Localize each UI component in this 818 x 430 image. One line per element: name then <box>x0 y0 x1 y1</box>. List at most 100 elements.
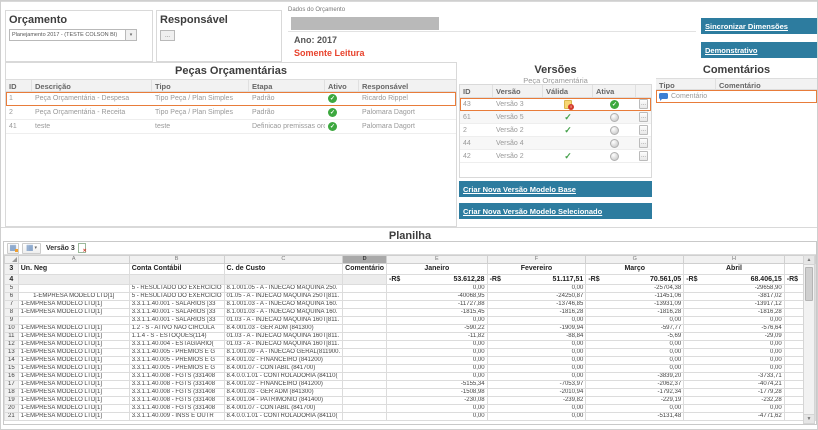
cell-comentario[interactable] <box>342 404 388 413</box>
cell-value[interactable]: 0,00 <box>386 348 488 357</box>
row-menu-button[interactable]: ... <box>639 99 648 109</box>
sheet-totals-row[interactable]: 4 -R$ 53.612,28 -R$ 51.117,51 -R$ 70.561,05 -R$… <box>4 274 817 285</box>
cell-value[interactable]: -11451,06 <box>585 292 685 301</box>
cell-conta-contabil[interactable]: 3.3.1.1.40.008 - FGTS (331408 <box>128 388 225 397</box>
sheet-data-row[interactable]: 10 1-EMPRESA MODELO LTD[1] 1.2 - S - ATIVO… <box>4 324 817 333</box>
select-all-corner[interactable] <box>4 255 19 264</box>
cell-value[interactable]: -13931,09 <box>585 300 685 309</box>
cell-comentario[interactable] <box>342 348 388 357</box>
orcamento-select[interactable]: Planejamento 2017 - (TESTE COLSON BI) ▾ <box>9 29 137 41</box>
cell-un-neg[interactable]: 1-EMPRESA MODELO LTD[1] <box>17 372 130 381</box>
row-number[interactable]: 21 <box>4 412 19 421</box>
cell-conta-contabil[interactable]: 3.3.1.1.40.008 - FGTS (331408 <box>128 380 225 389</box>
table-row[interactable]: 2 Peça Orçamentária - Receita Tipo Peça / … <box>6 106 456 120</box>
cell-c-de-custo[interactable]: 8.1.001.03 - A - INJECAO MAQUINA 160. <box>223 308 344 317</box>
cell-un-neg[interactable] <box>17 316 130 325</box>
cell-comentario[interactable] <box>342 292 388 301</box>
column-letter-h[interactable]: H <box>683 255 785 264</box>
cell-value[interactable]: -1508,98 <box>386 388 488 397</box>
demonstrativo-button[interactable]: Demonstrativo <box>701 42 817 58</box>
cell-value[interactable]: 0,00 <box>585 348 685 357</box>
row-menu-button[interactable]: ... <box>639 125 648 135</box>
spreadsheet[interactable]: A B C D E F G H 3 Un. Neg Conta Contábil C. de Cust… <box>4 255 817 421</box>
cell-value[interactable]: 0,00 <box>386 284 488 293</box>
cell-comentario[interactable] <box>342 380 388 389</box>
cell-value[interactable]: 0,00 <box>683 364 785 373</box>
inactive-radio-icon[interactable] <box>610 151 619 161</box>
cell-conta-contabil[interactable]: 3.3.1.1.40.004 - ESTAGIARIO( <box>128 340 225 349</box>
cell-month[interactable]: Março <box>585 263 685 275</box>
cell-value[interactable]: -13746,85 <box>486 300 587 309</box>
cell-conta-contabil[interactable]: 3.3.1.1.40.008 - FGTS (331408 <box>128 372 225 381</box>
cell-c-de-custo[interactable]: 8.1.001.03 - A - INJECAO MAQUINA 160. <box>223 300 344 309</box>
cell-conta-contabil[interactable]: 5 - RESULTADO DO EXERCICIO <box>128 284 225 293</box>
cell-un-neg[interactable]: 1-EMPRESA MODELO LTD[1] <box>17 324 130 333</box>
sheet-data-row[interactable]: 11 1-EMPRESA MODELO LTD[1] 1.1.4 - S - EST… <box>4 332 817 341</box>
cell-conta-contabil[interactable]: Conta Contábil <box>128 263 225 275</box>
cell-conta-contabil[interactable]: 3.3.1.1.40.001 - SALARIOS [33 <box>128 308 225 317</box>
cell-c-de-custo[interactable]: 8.4.001.03 - GER ADM (841300) <box>223 324 344 333</box>
cell-value[interactable]: -7053,97 <box>486 380 587 389</box>
row-number[interactable]: 10 <box>4 324 19 333</box>
column-letter-c[interactable]: C <box>223 255 344 264</box>
cell-value[interactable]: -25704,38 <box>585 284 685 293</box>
cell-value[interactable]: 0,00 <box>386 372 488 381</box>
cell-comentario[interactable] <box>342 356 388 365</box>
column-letter-f[interactable]: F <box>486 255 587 264</box>
cell-conta-contabil[interactable]: 3.3.1.1.40.005 - PREMIOS E G <box>128 364 225 373</box>
cell-value[interactable]: -1815,45 <box>386 308 488 317</box>
sheet-data-row[interactable]: 19 1-EMPRESA MODELO LTD[1] 3.3.1.1.40.008 … <box>4 396 817 405</box>
inactive-radio-icon[interactable] <box>610 125 619 135</box>
cell-value[interactable]: 0,00 <box>386 356 488 365</box>
cell-value[interactable]: -597,77 <box>585 324 685 333</box>
cell-value[interactable]: -3817,02 <box>683 292 785 301</box>
cell-value[interactable]: 0,00 <box>386 404 488 413</box>
cell-value[interactable]: -1779,28 <box>683 388 785 397</box>
sheet-data-row[interactable]: 6 1-EMPRESA MODELO LTD[1] 5 - RESULTADO DO… <box>4 292 817 301</box>
sheet-data-row[interactable]: 18 1-EMPRESA MODELO LTD[1] 3.3.1.1.40.008 … <box>4 388 817 397</box>
cell-conta-contabil[interactable]: 3.3.1.1.40.005 - PREMIOS E G <box>128 356 225 365</box>
row-number[interactable]: 9 <box>4 316 19 325</box>
cell-empty[interactable] <box>17 274 130 285</box>
row-number[interactable]: 3 <box>4 263 19 275</box>
cell-value[interactable]: -590,22 <box>386 324 488 333</box>
cell-c-de-custo[interactable]: 8.4.001.02 - FINANCEIRO (841200) <box>223 356 344 365</box>
cell-value[interactable]: -1792,34 <box>585 388 685 397</box>
cell-c-de-custo[interactable]: 01.03 - A - INJECAO MAQUINA 160T[811. <box>223 332 344 341</box>
criar-versao-base-button[interactable]: Criar Nova Versão Modelo Base <box>459 181 652 197</box>
cell-c-de-custo[interactable]: 8.1.001.05 - A - INJECAO MAQUINA 250. <box>223 284 344 293</box>
cell-conta-contabil[interactable]: 3.3.1.1.40.005 - PREMIOS E G <box>128 348 225 357</box>
cell-value[interactable]: -2062,37 <box>585 380 685 389</box>
cell-value[interactable]: 0,00 <box>585 356 685 365</box>
cell-comentario[interactable] <box>342 340 388 349</box>
cell-conta-contabil[interactable]: 3.3.1.1.40.008 - FGTS (331408 <box>128 404 225 413</box>
cell-value[interactable]: -3733,71 <box>683 372 785 381</box>
row-menu-button[interactable]: ... <box>639 138 648 148</box>
cell-value[interactable]: 0,00 <box>585 316 685 325</box>
column-letter-b[interactable]: B <box>128 255 225 264</box>
cell-un-neg[interactable]: 1-EMPRESA MODELO LTD[1] <box>17 292 130 301</box>
row-number[interactable]: 4 <box>4 274 19 285</box>
table-row[interactable]: 42 Versão 2 ✓... <box>460 150 651 163</box>
cell-value[interactable]: 0,00 <box>386 316 488 325</box>
sheet-data-row[interactable]: 8 1-EMPRESA MODELO LTD[1] 3.3.1.1.40.001 -… <box>4 308 817 317</box>
cell-un-neg[interactable]: 1-EMPRESA MODELO LTD[1] <box>17 380 130 389</box>
cell-value[interactable]: -239,82 <box>486 396 587 405</box>
sheet-data-row[interactable]: 20 1-EMPRESA MODELO LTD[1] 3.3.1.1.40.008 … <box>4 404 817 413</box>
cell-comentario[interactable] <box>342 364 388 373</box>
table-row[interactable]: Comentário <box>656 90 817 103</box>
cell-value[interactable]: -3839,20 <box>585 372 685 381</box>
cell-conta-contabil[interactable]: 5 - RESULTADO DO EXERCICIO <box>128 292 225 301</box>
row-number[interactable]: 17 <box>4 380 19 389</box>
cell-un-neg[interactable]: 1-EMPRESA MODELO LTD[1] <box>17 348 130 357</box>
cell-c-de-custo[interactable]: 8.1.001.09 - A - INJECAO GERAL(811900. <box>223 348 344 357</box>
cell-c-de-custo[interactable]: 8.4.001.04 - PATRIMONIO (841400) <box>223 396 344 405</box>
table-row[interactable]: 1 Peça Orçamentária - Despesa Tipo Peça / … <box>6 92 456 106</box>
sheet-data-row[interactable]: 21 1-EMPRESA MODELO LTD[1] 3.3.1.1.40.009 … <box>4 412 817 421</box>
cell-un-neg[interactable]: Un. Neg <box>17 263 130 275</box>
cell-c-de-custo[interactable]: 8.4.001.07 - CONTABIL (841700) <box>223 404 344 413</box>
row-number[interactable]: 16 <box>4 372 19 381</box>
cell-comentario[interactable]: Comentário <box>342 263 388 275</box>
row-number[interactable]: 18 <box>4 388 19 397</box>
cell-value[interactable]: 0,00 <box>486 316 587 325</box>
